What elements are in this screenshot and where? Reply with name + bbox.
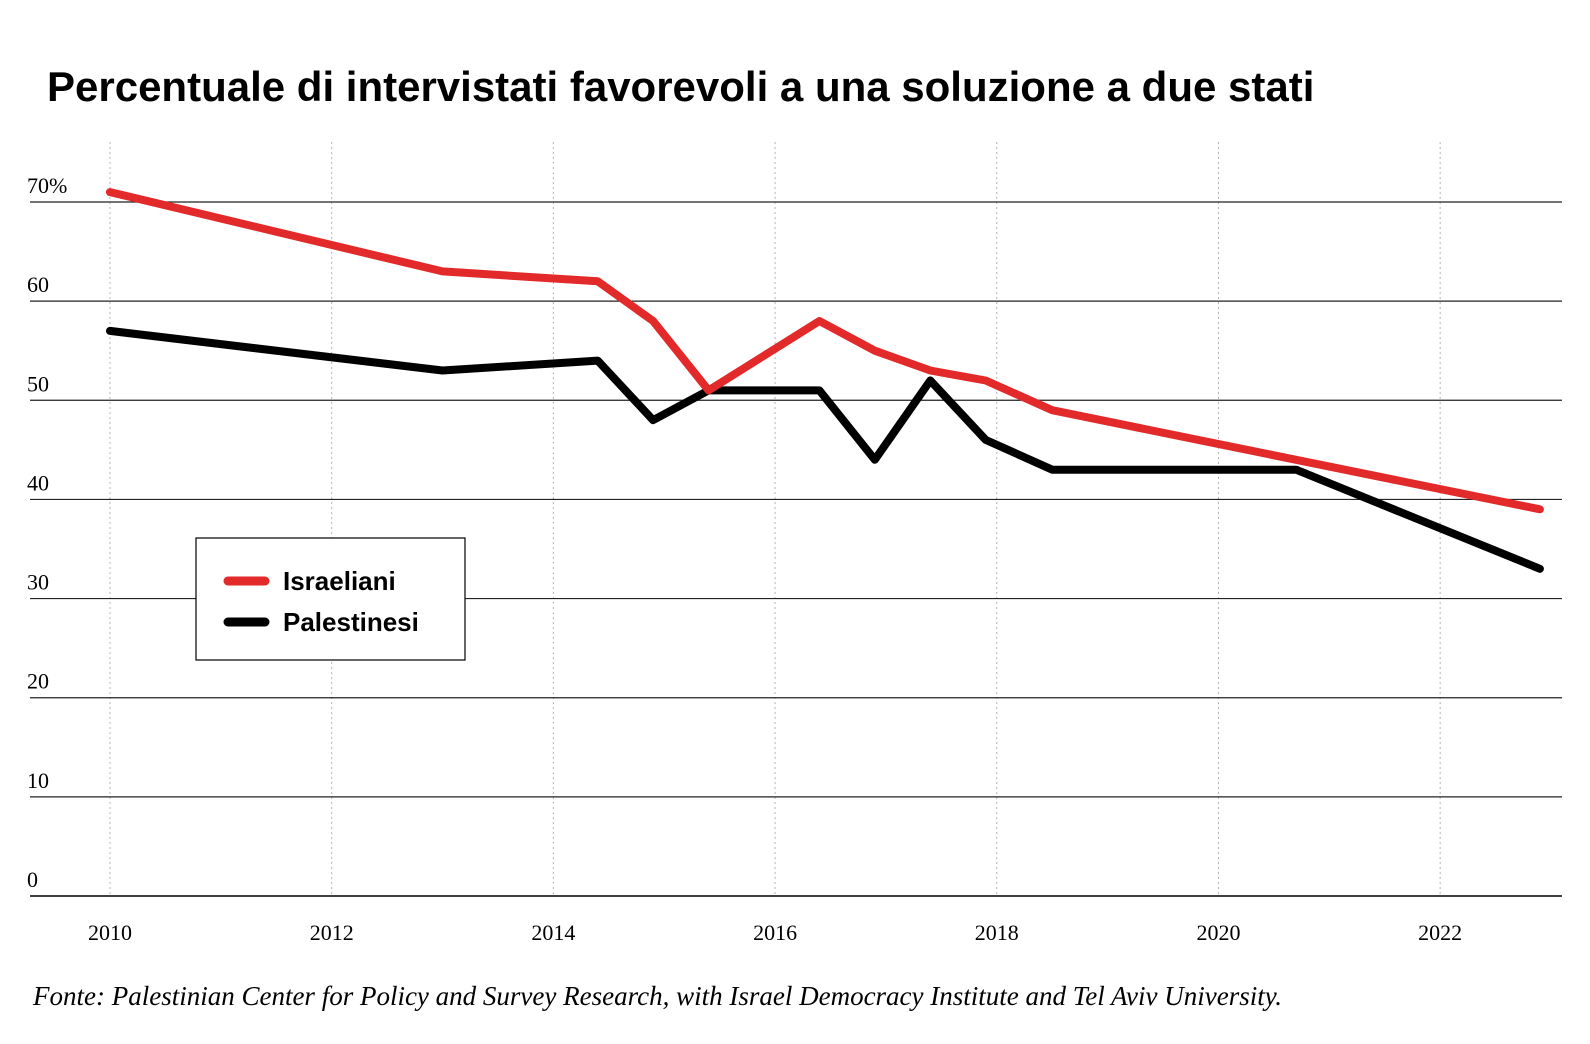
source-note: Fonte: Palestinian Center for Policy and… <box>32 981 1282 1011</box>
legend-box <box>195 537 466 661</box>
x-tick-label-2010: 2010 <box>88 920 132 945</box>
y-tick-label-10: 10 <box>27 768 49 793</box>
vertical-grid <box>109 142 1441 896</box>
series-lines <box>106 188 1544 573</box>
legend: Israeliani Palestinesi <box>195 537 466 661</box>
y-tick-label-0: 0 <box>27 867 38 892</box>
series-line-israeliani <box>106 188 1544 514</box>
y-tick-label-20: 20 <box>27 669 49 694</box>
y-tick-label-50: 50 <box>27 371 49 396</box>
x-tick-label-2014: 2014 <box>531 920 575 945</box>
x-tick-label-2018: 2018 <box>975 920 1019 945</box>
y-tick-label-30: 30 <box>27 570 49 595</box>
y-tick-label-70: 70% <box>27 173 67 198</box>
legend-label-palestinesi: Palestinesi <box>283 607 419 637</box>
y-axis-ticks: 0 10 20 30 40 50 60 70% <box>27 173 67 892</box>
legend-label-israeliani: Israeliani <box>283 566 396 596</box>
chart-title: Percentuale di intervistati favorevoli a… <box>47 63 1314 110</box>
x-axis-ticks: 2010 2012 2014 2016 2018 2020 2022 <box>88 920 1462 945</box>
y-tick-label-40: 40 <box>27 470 49 495</box>
x-tick-label-2016: 2016 <box>753 920 797 945</box>
series-line-palestinesi <box>106 326 1544 573</box>
x-tick-label-2022: 2022 <box>1418 920 1462 945</box>
y-tick-label-60: 60 <box>27 272 49 297</box>
x-tick-label-2020: 2020 <box>1196 920 1240 945</box>
x-tick-label-2012: 2012 <box>310 920 354 945</box>
horizontal-grid <box>30 201 1562 897</box>
